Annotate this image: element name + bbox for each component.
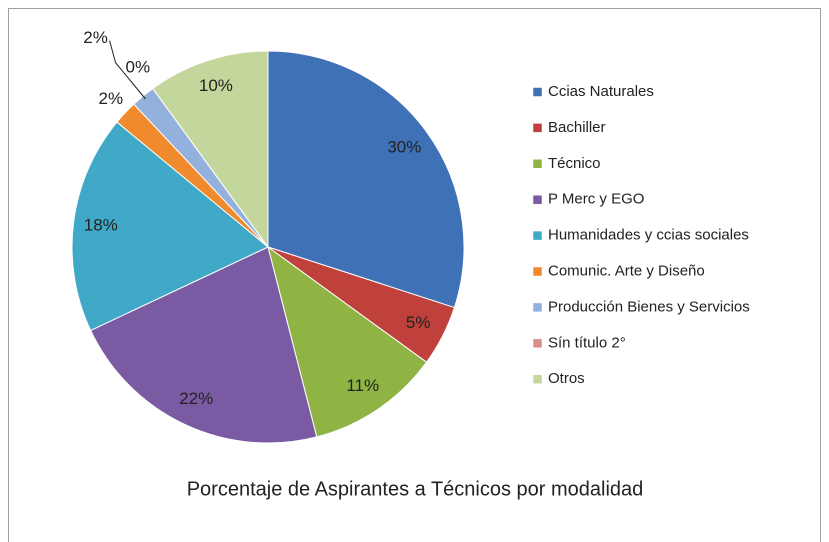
data-label: 22% — [179, 389, 213, 408]
legend-swatch — [532, 230, 543, 241]
data-label: 30% — [387, 137, 421, 156]
legend-label: Otros — [548, 370, 585, 387]
legend-label: Bachiller — [548, 119, 606, 136]
legend-label: Humanidades y ccias sociales — [548, 227, 749, 244]
legend-swatch — [532, 194, 543, 205]
legend-label: Ccias Naturales — [548, 83, 654, 100]
data-label: 18% — [84, 215, 118, 234]
legend-label: Comunic. Arte y Diseño — [548, 262, 705, 279]
legend-label: Sín título 2° — [548, 334, 626, 351]
chart-title: Porcentaje de Aspirantes a Técnicos por … — [187, 478, 644, 500]
legend-swatch — [532, 374, 543, 384]
data-label: 11% — [346, 376, 379, 395]
legend-label: Producción Bienes y Servicios — [548, 298, 750, 315]
data-label: 10% — [199, 76, 233, 95]
legend-swatch — [532, 302, 543, 313]
legend-label: P Merc y EGO — [548, 191, 644, 208]
legend-swatch — [532, 87, 543, 97]
data-label: 0% — [126, 57, 151, 76]
leader-line — [109, 40, 146, 100]
pie-slice — [152, 50, 269, 249]
pie-slice — [267, 245, 428, 438]
legend-swatch — [532, 338, 543, 349]
legend-swatch — [532, 123, 543, 133]
pie-slice — [267, 50, 465, 309]
data-label: 2% — [83, 28, 108, 47]
pie-slice — [71, 121, 269, 332]
data-label: 5% — [406, 313, 431, 332]
data-label: 2% — [99, 89, 124, 108]
pie-slice — [89, 246, 318, 444]
legend-label: Técnico — [548, 155, 601, 172]
legend-swatch — [532, 159, 543, 169]
legend-swatch — [532, 266, 543, 277]
